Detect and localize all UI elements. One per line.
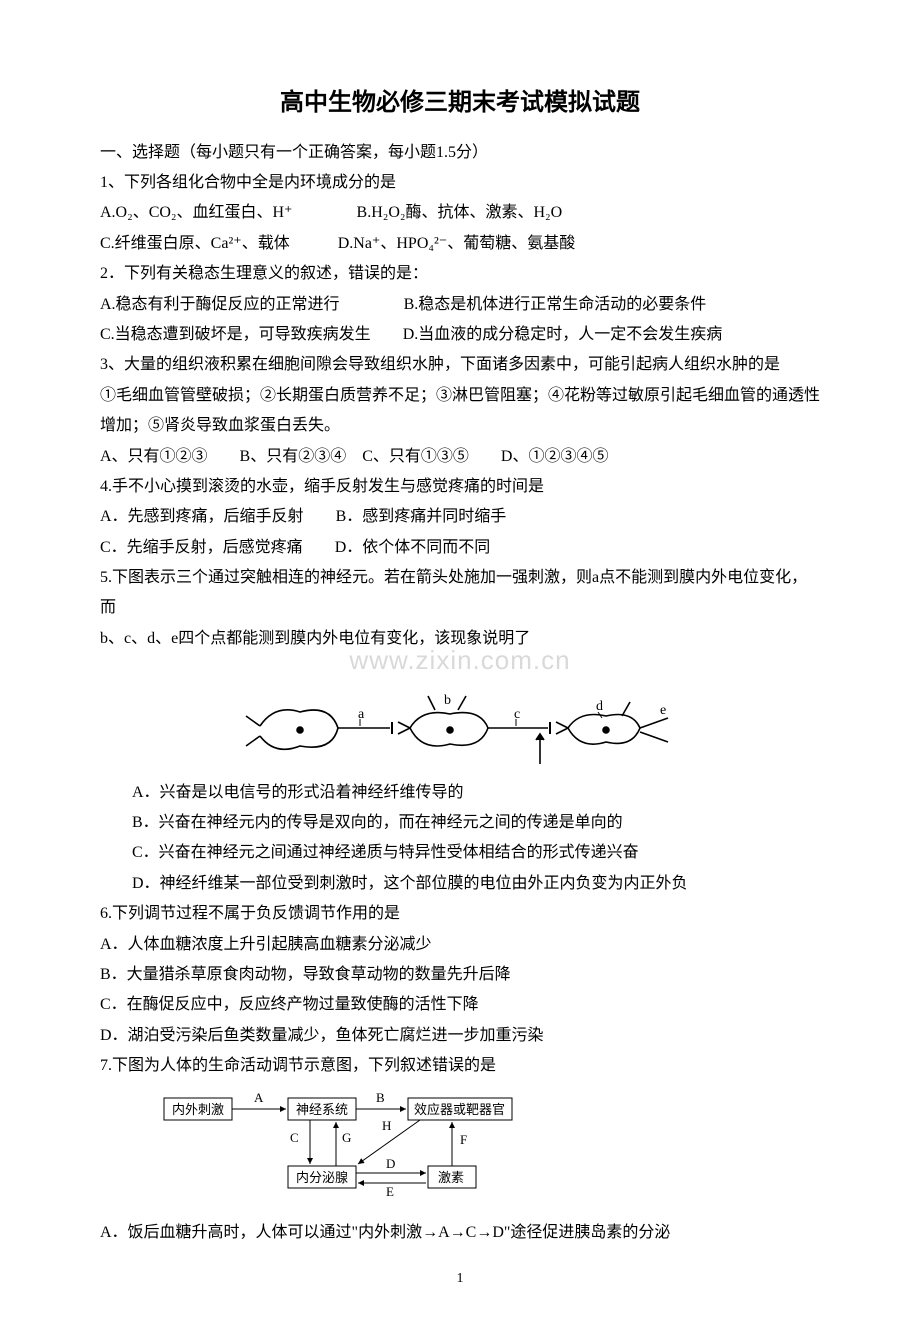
q6-optB: B．大量猎杀草原食肉动物，导致食草动物的数量先升后降 (100, 960, 820, 990)
q5-stem2-text: b、c、d、e四个点都能测到膜内外电位有变化，该现象说明了 (100, 630, 530, 647)
flow-box2: 神经系统 (296, 1102, 348, 1117)
q7-stem: 7.下图为人体的生命活动调节示意图，下列叙述错误的是 (100, 1051, 820, 1081)
flow-box1: 内外刺激 (172, 1102, 224, 1117)
q1-row1: A.O₂、CO₂、血红蛋白、H⁺ B.H₂O₂酶、抗体、激素、H₂O (100, 198, 820, 228)
flow-G: G (342, 1130, 351, 1145)
q5-stem1: 5.下图表示三个通过突触相连的神经元。若在箭头处施加一强刺激，则a点不能测到膜内… (100, 563, 820, 624)
neuron-label-d: d (596, 699, 603, 714)
q6-optD: D．湖泊受污染后鱼类数量减少，鱼体死亡腐烂进一步加重污染 (100, 1021, 820, 1051)
neuron-diagram: a b c d e (240, 686, 680, 776)
q3-cond: ①毛细血管管壁破损；②长期蛋白质营养不足；③淋巴管阻塞；④花粉等过敏原引起毛细血… (100, 381, 820, 442)
q2-optA: A.稳态有利于酶促反应的正常进行 (100, 296, 340, 313)
flow-box4: 内分泌腺 (296, 1170, 348, 1185)
q1-optB: B.H₂O₂酶、抗体、激素、H₂O (357, 204, 563, 221)
q1-stem: 1、下列各组化合物中全是内环境成分的是 (100, 168, 820, 198)
q2-row2: C.当稳态遭到破坏是，可导致疾病发生 D.当血液的成分稳定时，人一定不会发生疾病 (100, 320, 820, 350)
flow-D: D (386, 1156, 395, 1171)
q5-optA: A．兴奋是以电信号的形式沿着神经纤维传导的 (100, 778, 820, 808)
flow-box5: 激素 (438, 1170, 464, 1185)
neuron-label-b: b (444, 693, 451, 708)
q1-optD: D.Na⁺、HPO₄²⁻、葡萄糖、氨基酸 (338, 235, 576, 252)
section-intro: 一、选择题（每小题只有一个正确答案，每小题1.5分） (100, 138, 820, 168)
neuron-label-e: e (660, 703, 666, 718)
doc-title: 高中生物必修三期末考试模拟试题 (100, 80, 820, 126)
flow-A: A (254, 1090, 264, 1105)
q4-row1: A．先感到疼痛，后缩手反射 B．感到疼痛并同时缩手 (100, 502, 820, 532)
q7-optA: A．饭后血糖升高时，人体可以通过"内外刺激→A→C→D"途径促进胰岛素的分泌 (100, 1218, 820, 1248)
q4-optB: B．感到疼痛并同时缩手 (336, 508, 507, 525)
q2-row1: A.稳态有利于酶促反应的正常进行 B.稳态是机体进行正常生命活动的必要条件 (100, 290, 820, 320)
q4-optA: A．先感到疼痛，后缩手反射 (100, 508, 304, 525)
q3-stem: 3、大量的组织液积累在细胞间隙会导致组织水肿，下面诸多因素中，可能引起病人组织水… (100, 350, 820, 380)
q3-opts: A、只有①②③ B、只有②③④ C、只有①③⑤ D、①②③④⑤ (100, 442, 820, 472)
flow-H: H (382, 1118, 391, 1133)
q6-stem: 6.下列调节过程不属于负反馈调节作用的是 (100, 899, 820, 929)
q5-optD: D．神经纤维某一部位受到刺激时，这个部位膜的电位由外正内负变为内正外负 (100, 869, 820, 899)
q5-optB: B．兴奋在神经元内的传导是双向的，而在神经元之间的传递是单向的 (100, 808, 820, 838)
q5-stem2: b、c、d、e四个点都能测到膜内外电位有变化，该现象说明了 (100, 624, 820, 654)
neuron-label-c: c (514, 707, 520, 722)
q2-optC: C.当稳态遭到破坏是，可导致疾病发生 (100, 326, 371, 343)
q1-optA: A.O₂、CO₂、血红蛋白、H⁺ (100, 204, 293, 221)
q4-stem: 4.手不小心摸到滚烫的水壶，缩手反射发生与感觉疼痛的时间是 (100, 472, 820, 502)
q2-optB: B.稳态是机体进行正常生命活动的必要条件 (404, 296, 707, 313)
flow-B: B (376, 1090, 385, 1105)
q4-optD: D．依个体不同而不同 (335, 539, 491, 556)
q1-optC: C.纤维蛋白原、Ca²⁺、载体 (100, 235, 290, 252)
flow-E: E (386, 1184, 394, 1198)
q1-row2: C.纤维蛋白原、Ca²⁺、载体 D.Na⁺、HPO₄²⁻、葡萄糖、氨基酸 (100, 229, 820, 259)
flow-F: F (460, 1132, 467, 1147)
q6-optC: C．在酶促反应中，反应终产物过量致使酶的活性下降 (100, 990, 820, 1020)
flow-box3: 效应器或靶器官 (414, 1102, 505, 1117)
page-root: 高中生物必修三期末考试模拟试题 一、选择题（每小题只有一个正确答案，每小题1.5… (0, 0, 920, 1333)
q4-row2: C．先缩手反射，后感觉疼痛 D．依个体不同而不同 (100, 533, 820, 563)
q5-optC: C．兴奋在神经元之间通过神经递质与特异性受体相结合的形式传递兴奋 (100, 838, 820, 868)
q2-stem: 2．下列有关稳态生理意义的叙述，错误的是： (100, 259, 820, 289)
q6-optA: A．人体血糖浓度上升引起胰高血糖素分泌减少 (100, 930, 820, 960)
flow-diagram: 内外刺激 神经系统 效应器或靶器官 内分泌腺 激素 A B C G H (160, 1088, 520, 1198)
q2-optD: D.当血液的成分稳定时，人一定不会发生疾病 (403, 326, 723, 343)
page-number: 1 (100, 1266, 820, 1293)
q4-optC: C．先缩手反射，后感觉疼痛 (100, 539, 303, 556)
neuron-label-a: a (358, 707, 365, 722)
flow-C: C (290, 1130, 299, 1145)
